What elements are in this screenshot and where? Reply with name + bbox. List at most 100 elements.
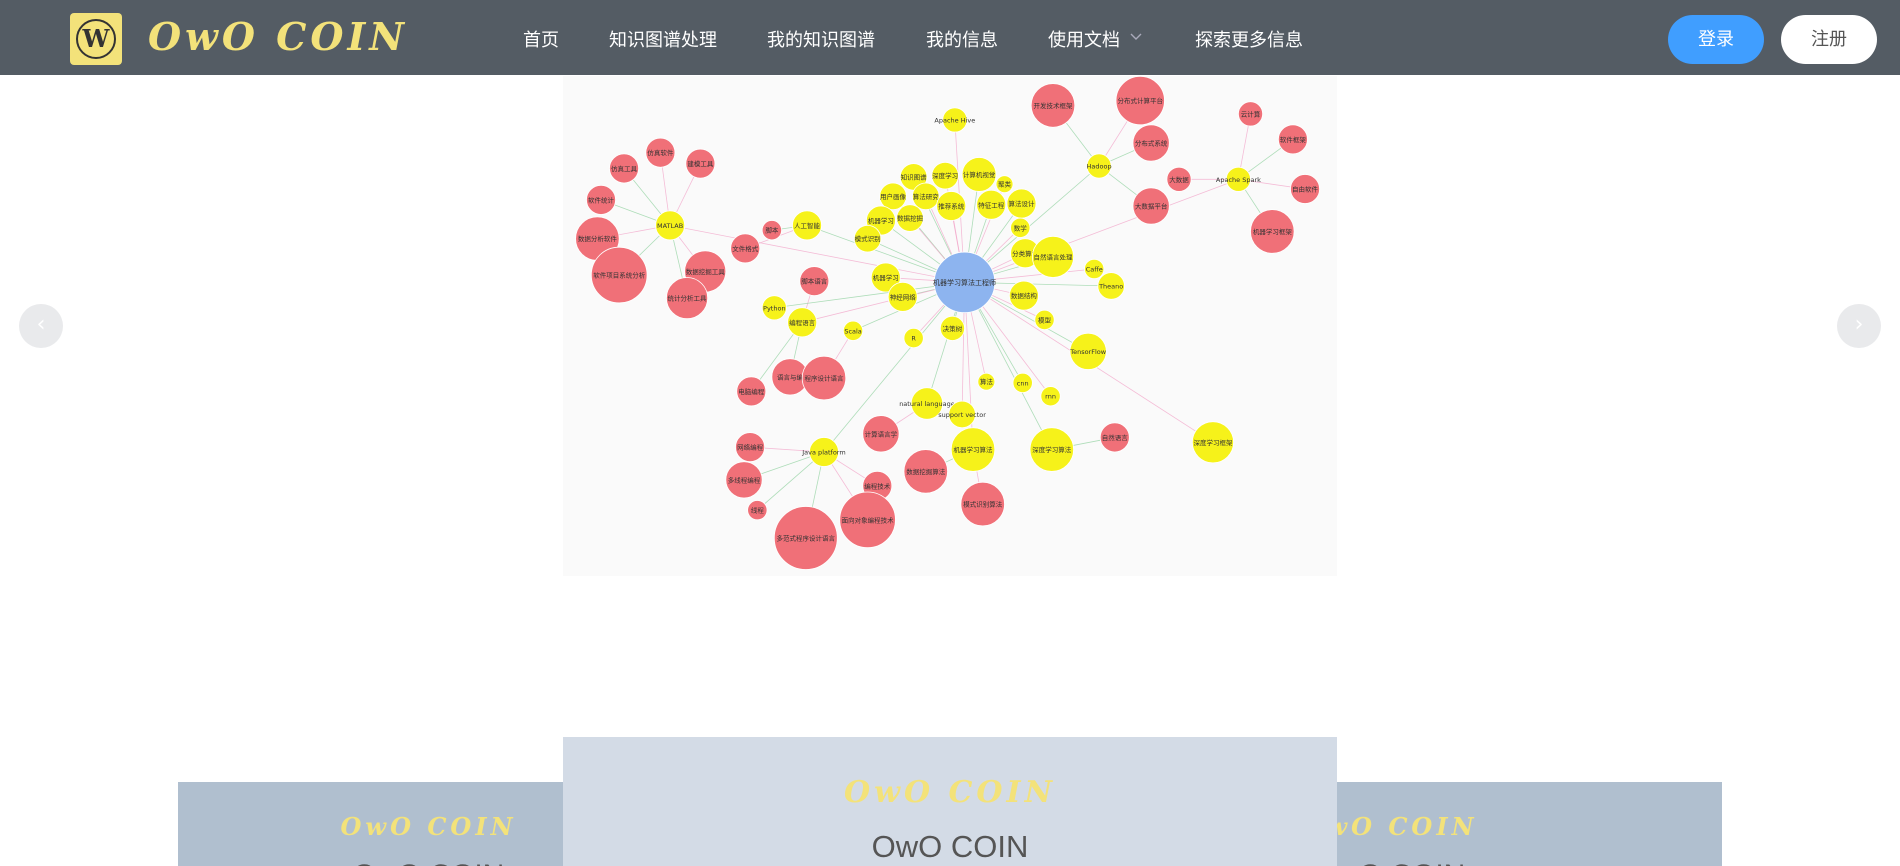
node-label: R	[911, 335, 916, 343]
nav-item[interactable]: 我的信息	[926, 30, 998, 51]
graph-node	[1034, 309, 1055, 330]
graph-node	[939, 315, 965, 341]
node-label: 软件统计	[588, 195, 615, 204]
node-label: 决策树	[943, 324, 963, 333]
graph-node	[976, 189, 1007, 220]
graph-node	[799, 266, 830, 297]
graph-node	[1250, 209, 1295, 254]
graph-node	[896, 204, 924, 232]
node-label: 仿真软件	[647, 148, 674, 157]
node-label: 深度学习框架	[1193, 438, 1233, 447]
graph-node	[961, 157, 997, 192]
graph-node	[1237, 101, 1264, 127]
graph-node	[853, 224, 882, 253]
node-label: 软件框架	[1280, 135, 1307, 144]
node-label: 自然语言处理	[1033, 252, 1073, 261]
nav-item[interactable]: 探索更多信息	[1195, 30, 1303, 51]
graph-node	[960, 481, 1005, 527]
graph-edge	[964, 282, 1053, 450]
nav-item[interactable]: 我的知识图谱	[767, 30, 875, 51]
login-button[interactable]: 登录	[1668, 15, 1764, 64]
node-label: 人工智能	[794, 221, 821, 230]
graph-node	[1040, 386, 1061, 407]
node-label: 深度学习	[932, 171, 958, 180]
node-label: 模式识别	[855, 234, 881, 243]
node-label: TensorFlow	[1069, 348, 1107, 356]
graph-node	[735, 432, 766, 463]
graph-node	[862, 415, 900, 453]
graph-node	[950, 427, 996, 472]
node-label: 线程	[751, 506, 765, 515]
navbar: W OwO COIN 首页 知识图谱处理 我的知识图谱 我的信息 使用文档 探索…	[0, 0, 1900, 75]
node-label: 知识图谱	[901, 172, 928, 181]
node-label: 脚本	[765, 226, 779, 235]
graph-node	[792, 210, 822, 241]
node-label: 数据挖掘	[897, 214, 924, 223]
graph-node	[1069, 332, 1107, 370]
node-label: 神经网络	[890, 292, 917, 301]
node-label: 机器学习	[868, 216, 894, 225]
carousel-card[interactable]: OwO COIN OwO COIN	[178, 782, 563, 866]
graph-node	[645, 137, 676, 168]
graph-node	[1008, 280, 1039, 311]
graph-node	[773, 506, 838, 570]
node-label: 数据挖掘算法	[906, 467, 946, 476]
node-label: 大数据平台	[1135, 201, 1168, 210]
node-label: 用户画像	[880, 192, 907, 201]
node-label: 软件项目系统分析	[593, 271, 646, 280]
graph-node	[1031, 235, 1074, 278]
nav-item[interactable]: 使用文档	[1048, 30, 1120, 51]
dropdown-chevron	[1130, 33, 1142, 40]
logo-text[interactable]: OwO COIN	[148, 14, 408, 59]
graph-node	[1277, 124, 1308, 155]
graph-node	[933, 251, 996, 314]
graph-node	[977, 372, 996, 391]
graph-node	[1086, 153, 1112, 179]
graph-node	[1010, 217, 1031, 238]
node-label: 算法研究	[913, 192, 940, 201]
node-label: Python	[763, 304, 786, 312]
graph-edge	[823, 282, 965, 453]
logo-icon[interactable]: W	[70, 13, 122, 65]
node-label: 分布式系统	[1135, 138, 1168, 147]
graph-node	[590, 246, 648, 304]
nav-item[interactable]: 首页	[523, 30, 559, 51]
node-label: 计算语言学	[865, 429, 898, 438]
carousel-prev[interactable]: ‹	[19, 304, 63, 348]
node-label: 算法	[980, 377, 994, 386]
graph-edge	[964, 178, 1239, 283]
graph-edge	[670, 224, 965, 283]
node-label: 分类算法	[1012, 249, 1039, 258]
node-label: Theano	[1098, 282, 1123, 290]
card-logo: OwO COIN	[340, 812, 517, 841]
node-label: 编程语言	[789, 318, 816, 327]
graph-node	[1099, 422, 1130, 453]
node-label: rnn	[1045, 393, 1056, 401]
graph-node	[787, 307, 818, 338]
node-label: Apache Spark	[1216, 176, 1261, 184]
nav-item[interactable]: 知识图谱处理	[609, 30, 717, 51]
graph-node	[1084, 258, 1105, 280]
graph-node	[903, 449, 948, 494]
card-logo: OwO COIN	[1337, 812, 1478, 841]
node-label: natural language	[899, 400, 955, 408]
carousel-next[interactable]: ›	[1837, 304, 1881, 348]
register-button[interactable]: 注册	[1781, 15, 1877, 64]
graph-node	[685, 148, 716, 179]
node-label: 云计算	[1241, 109, 1261, 118]
graph-node	[1132, 187, 1170, 225]
graph-node	[912, 182, 940, 211]
graph-node	[730, 233, 761, 264]
node-label: 数学	[1014, 223, 1028, 232]
node-label: 脚本语言	[801, 277, 828, 286]
graph-node	[666, 277, 709, 320]
graph-node	[1030, 83, 1076, 128]
node-label: cnn	[1017, 379, 1029, 387]
node-label: 语言与编	[777, 372, 804, 381]
card-title: OwO COIN	[1337, 859, 1582, 866]
carousel-card[interactable]: OwO COIN OwO COIN	[563, 737, 1337, 866]
graph-node	[1115, 76, 1165, 126]
node-label: 面向对象编程技术	[842, 515, 895, 524]
carousel-card[interactable]: OwO COIN OwO COIN	[1337, 782, 1722, 866]
